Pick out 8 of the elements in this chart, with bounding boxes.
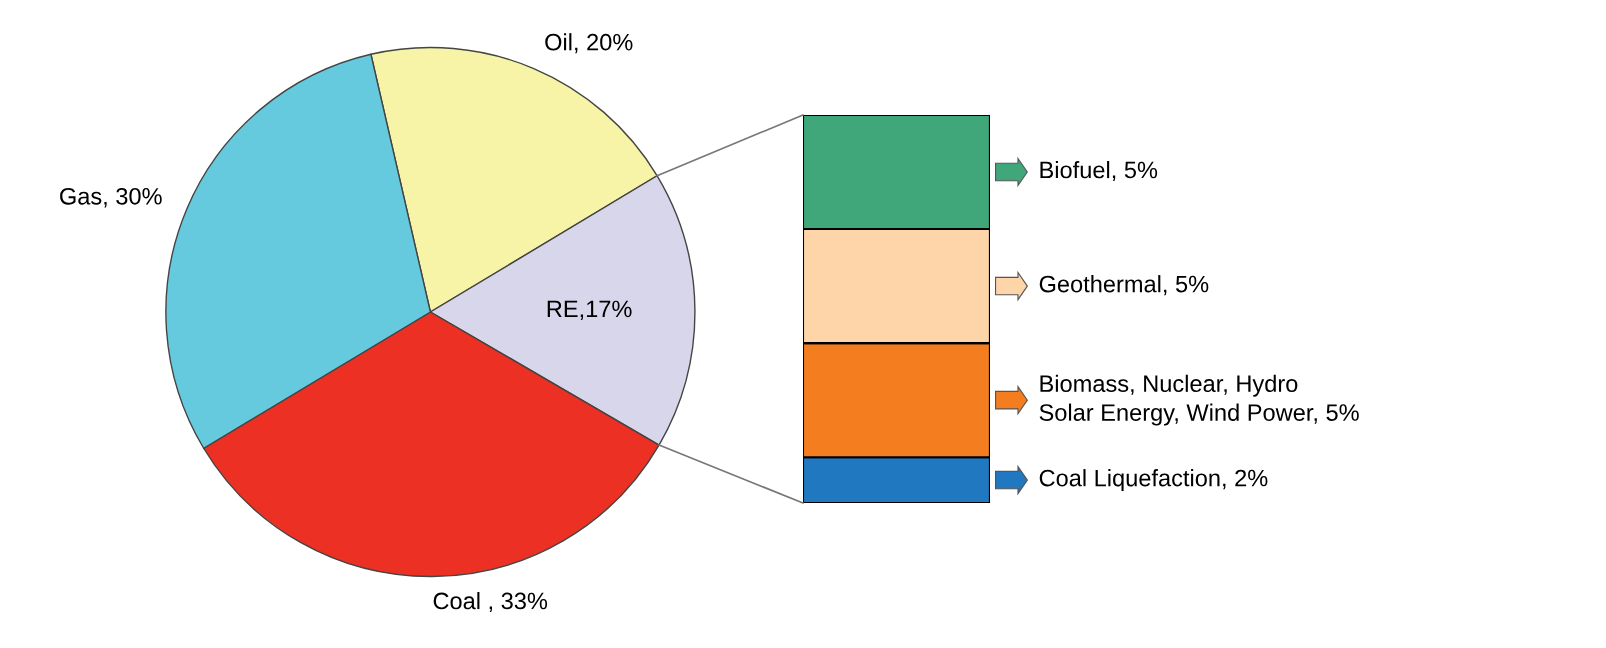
slice-label: Coal , 33% bbox=[433, 591, 548, 613]
slice-label: Oil, 20% bbox=[545, 33, 633, 54]
legend-label: Biomass, Nuclear, Hydro Solar Energy, Wind Power, 5% bbox=[1039, 374, 1359, 426]
slice-label: Gas, 30% bbox=[60, 187, 162, 208]
text: Biofuel, 5% bbox=[1040, 160, 1158, 182]
legend-label: Geothermal, 5% bbox=[1039, 275, 1209, 296]
legend-label: Coal Liquefaction, 2% bbox=[1039, 469, 1268, 492]
slice-label: RE,17% bbox=[547, 300, 632, 321]
